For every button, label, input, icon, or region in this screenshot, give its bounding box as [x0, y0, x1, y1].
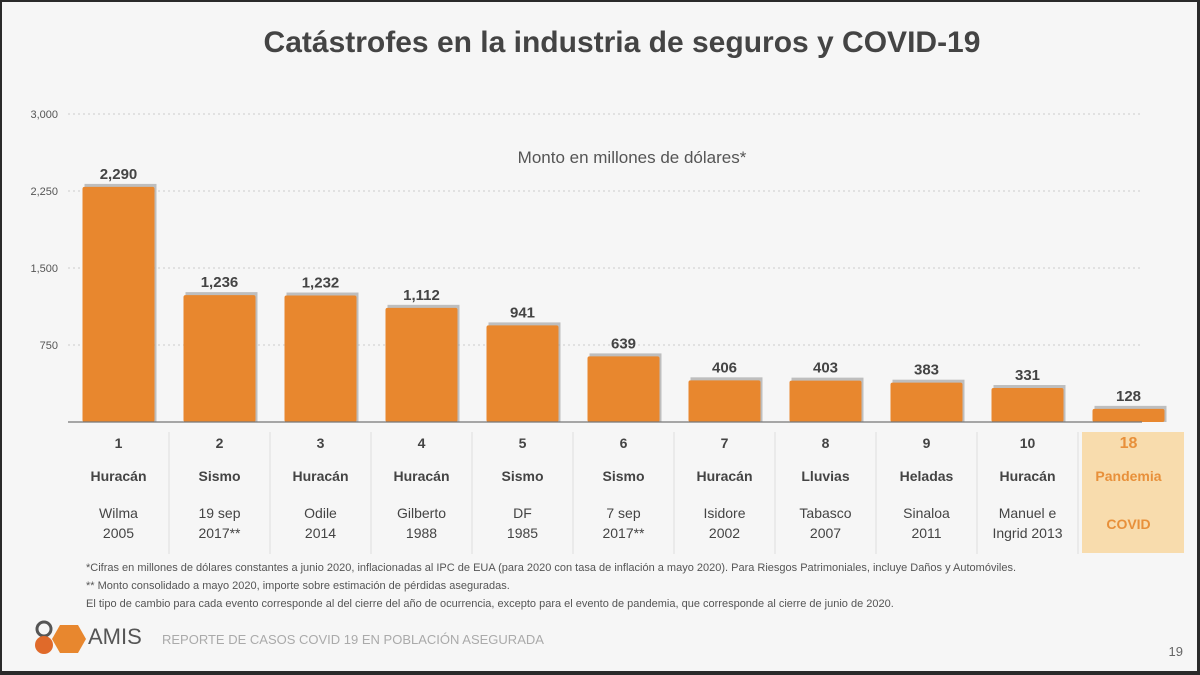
category-rank: 8	[821, 435, 830, 451]
category-name2: 1985	[506, 525, 539, 541]
value-label: 128	[1116, 388, 1141, 405]
bar	[385, 307, 458, 422]
category-name2: COVID	[1106, 516, 1151, 532]
category-type: Huracán	[393, 468, 450, 484]
value-label: 403	[813, 360, 838, 377]
category-name2: 1988	[405, 525, 438, 541]
category-type: Huracán	[292, 468, 349, 484]
category-type: Lluvias	[801, 468, 850, 484]
value-label: 2,290	[100, 166, 138, 183]
category-name1: Gilberto	[396, 505, 447, 521]
category-name1: Wilma	[99, 505, 138, 521]
category-name2: 2011	[911, 525, 942, 541]
bar	[789, 380, 862, 422]
chart-title: Catástrofes en la industria de seguros y…	[263, 26, 981, 59]
value-label: 639	[611, 335, 636, 352]
category-name2: Ingrid 2013	[992, 525, 1063, 541]
category-rank: 7	[720, 435, 729, 451]
amis-logo-icon	[35, 620, 86, 654]
category-name1: Manuel e	[998, 505, 1057, 521]
bar	[1092, 408, 1165, 422]
bar	[688, 380, 761, 422]
category-name1: Odile	[304, 505, 337, 521]
category-rank: 18	[1119, 435, 1138, 452]
bar	[183, 295, 256, 422]
category-type: Pandemia	[1095, 468, 1162, 484]
category-rank: 2	[215, 435, 224, 451]
footnote-2: ** Monto consolidado a mayo 2020, import…	[86, 580, 510, 592]
category-name1: Sinaloa	[903, 505, 950, 521]
bar	[890, 382, 963, 422]
category-rank: 5	[518, 435, 527, 451]
y-tick-label: 2,250	[30, 186, 58, 198]
page-number: 19	[1168, 644, 1183, 659]
bar	[587, 356, 660, 422]
chart-subtitle: Monto en millones de dólares*	[517, 148, 747, 167]
value-label: 406	[712, 359, 737, 376]
footnote-3: El tipo de cambio para cada evento corre…	[86, 598, 894, 610]
category-rank: 4	[417, 435, 426, 451]
category-type: Sismo	[198, 468, 241, 484]
category-name2: 2007	[809, 525, 842, 541]
category-rank: 1	[114, 435, 123, 451]
category-type: Huracán	[999, 468, 1056, 484]
y-tick-label: 1,500	[30, 263, 58, 275]
amis-logo-text: AMIS	[88, 624, 142, 649]
y-tick-label: 3,000	[30, 109, 58, 121]
bar	[486, 325, 559, 422]
category-name1: 7 sep	[606, 505, 641, 521]
category-rank: 9	[922, 435, 931, 451]
bar	[284, 295, 357, 422]
category-rank: 3	[316, 435, 325, 451]
bar	[991, 388, 1064, 422]
category-name2: 2005	[102, 525, 135, 541]
value-label: 1,236	[201, 274, 239, 291]
category-type: Sismo	[501, 468, 544, 484]
category-rank: 6	[619, 435, 628, 451]
category-name2: 2002	[708, 525, 741, 541]
value-label: 331	[1015, 367, 1040, 384]
category-name1: Isidore	[703, 505, 746, 521]
category-name2: 2014	[304, 525, 337, 541]
category-name2: 2017**	[602, 525, 645, 541]
value-label: 941	[510, 304, 535, 321]
value-label: 1,112	[403, 287, 440, 304]
category-name2: 2017**	[198, 525, 241, 541]
category-type: Sismo	[602, 468, 645, 484]
value-label: 383	[914, 362, 939, 379]
category-name1: Tabasco	[799, 505, 852, 521]
category-rank: 10	[1019, 435, 1036, 451]
category-type: Heladas	[899, 468, 954, 484]
report-title: REPORTE DE CASOS COVID 19 EN POBLACIÓN A…	[162, 632, 544, 647]
category-name1: 19 sep	[198, 505, 241, 521]
covid-highlight	[1082, 432, 1184, 553]
value-label: 1,232	[302, 275, 340, 292]
y-tick-label: 750	[40, 340, 58, 352]
category-type: Huracán	[696, 468, 753, 484]
footnote-1: *Cifras en millones de dólares constante…	[86, 562, 1017, 574]
category-type: Huracán	[90, 468, 147, 484]
bar	[82, 186, 155, 422]
category-name1: DF	[513, 505, 532, 521]
